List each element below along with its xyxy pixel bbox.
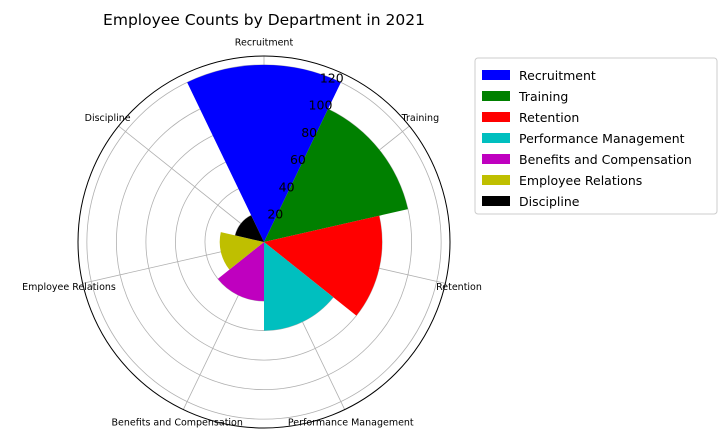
bar-benefits-and-compensation <box>217 242 264 302</box>
legend-swatch <box>482 91 510 101</box>
category-label: Employee Relations <box>22 282 116 293</box>
legend-swatch <box>482 175 510 185</box>
bar-retention <box>264 215 383 316</box>
radial-tick-labels: 20 40 60 80 100 120 <box>267 70 343 221</box>
category-label: Discipline <box>85 113 131 124</box>
legend-swatch <box>482 112 510 122</box>
bar-performance-management <box>264 242 334 331</box>
ring-gridline <box>86 64 442 420</box>
legend-swatch <box>482 154 510 164</box>
category-label: Recruitment <box>235 38 294 49</box>
radial-tick-label: 40 <box>279 179 295 194</box>
category-label: Training <box>401 113 440 124</box>
bar-discipline <box>235 215 264 242</box>
chart-title: Employee Counts by Department in 2021 <box>103 11 425 29</box>
radial-tick-label: 20 <box>267 207 283 222</box>
bars <box>187 64 408 331</box>
legend-box <box>474 57 718 215</box>
bar-employee-relations <box>219 232 264 270</box>
radial-tick-label: 80 <box>301 125 317 140</box>
polar-frame <box>77 55 451 429</box>
legend-entry: Recruitment <box>519 68 596 83</box>
bar-training <box>264 108 408 242</box>
radial-tick-label: 60 <box>290 152 306 167</box>
legend-entry: Employee Relations <box>519 173 642 188</box>
legend-entry: Training <box>518 89 568 104</box>
category-labels: Recruitment Training Retention Performance … <box>22 38 482 429</box>
category-label: Benefits and Compensation <box>112 418 243 429</box>
category-label: Performance Management <box>288 418 414 429</box>
legend-entry: Discipline <box>519 194 580 209</box>
radial-tick-label: 100 <box>309 98 333 113</box>
category-label: Retention <box>436 282 482 293</box>
legend-swatch <box>482 133 510 143</box>
legend-entry: Performance Management <box>519 131 685 146</box>
bar-recruitment <box>187 64 341 242</box>
legend-swatch <box>482 70 510 80</box>
legend-swatch <box>482 196 510 206</box>
legend-entry: Benefits and Compensation <box>519 152 692 167</box>
legend-entry: Retention <box>519 110 579 125</box>
spoke-gridline <box>118 125 265 243</box>
legend: Recruitment Training Retention Performance … <box>474 57 718 215</box>
radial-tick-label: 120 <box>320 70 344 85</box>
